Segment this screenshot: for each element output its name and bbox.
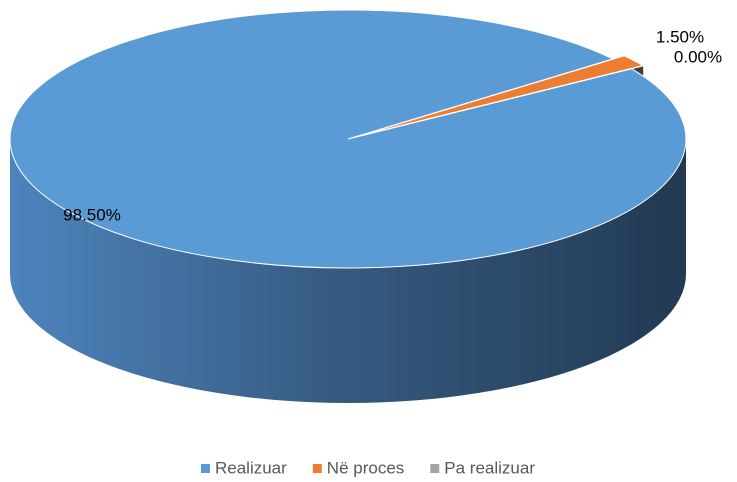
pie-slice (359, 65, 644, 137)
data-label: 1.50% (656, 27, 704, 46)
legend-label: Pa realizuar (444, 458, 535, 477)
legend-swatch (312, 464, 322, 473)
pie-tops (9, 9, 687, 269)
legend: Realizuar Në proces Pa realizuar (200, 458, 535, 477)
data-labels: 98.50% 1.50%0.00% (63, 27, 722, 224)
data-label: 98.50% (63, 205, 121, 224)
legend-label: Në proces (327, 458, 404, 477)
legend-label: Realizuar (215, 458, 287, 477)
legend-swatch (430, 464, 440, 473)
pie-slice (9, 9, 687, 269)
pie-side (10, 139, 686, 403)
legend-swatch (200, 464, 210, 473)
data-label: 0.00% (674, 47, 722, 66)
